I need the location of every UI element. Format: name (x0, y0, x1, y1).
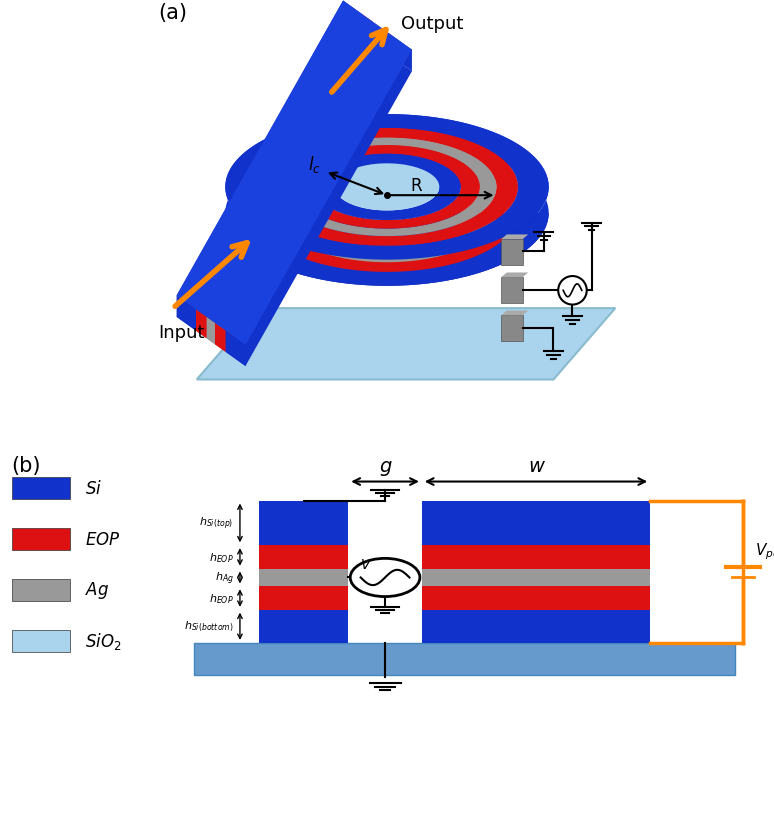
Polygon shape (256, 129, 518, 247)
Polygon shape (225, 57, 412, 367)
Polygon shape (501, 311, 528, 316)
Polygon shape (362, 16, 373, 44)
Polygon shape (215, 50, 392, 352)
Polygon shape (278, 138, 496, 263)
Polygon shape (501, 278, 522, 304)
Polygon shape (176, 2, 412, 346)
Polygon shape (278, 138, 496, 237)
Bar (259, 586, 348, 610)
Circle shape (558, 277, 587, 305)
Polygon shape (225, 115, 549, 260)
Bar (422, 586, 650, 610)
Polygon shape (373, 23, 382, 50)
Polygon shape (294, 146, 480, 229)
Bar (12, 528, 70, 550)
Polygon shape (225, 214, 549, 287)
Polygon shape (196, 37, 373, 339)
Text: $V_{poling}$: $V_{poling}$ (755, 541, 774, 562)
Bar (259, 569, 348, 586)
Polygon shape (313, 214, 461, 247)
Bar (422, 545, 650, 569)
Polygon shape (343, 2, 362, 37)
Bar (422, 501, 650, 545)
Text: Output: Output (401, 15, 464, 33)
Bar (12, 477, 70, 500)
Polygon shape (176, 2, 412, 346)
Polygon shape (501, 273, 528, 278)
Polygon shape (294, 214, 480, 256)
Text: $Si$: $Si$ (85, 479, 102, 497)
Polygon shape (225, 115, 549, 287)
Bar (12, 630, 70, 652)
Polygon shape (197, 309, 615, 380)
Text: $l_c$: $l_c$ (307, 154, 320, 174)
Bar (12, 579, 70, 601)
Polygon shape (256, 129, 518, 273)
Polygon shape (294, 146, 480, 256)
Polygon shape (215, 324, 225, 352)
Polygon shape (382, 29, 392, 57)
Polygon shape (501, 235, 528, 240)
Polygon shape (196, 310, 207, 339)
Polygon shape (392, 36, 412, 72)
Text: Input: Input (159, 324, 205, 342)
Text: (b): (b) (12, 455, 41, 475)
Text: V: V (361, 557, 370, 571)
Polygon shape (207, 317, 215, 345)
Text: $h_{EOP}$: $h_{EOP}$ (209, 591, 234, 605)
Text: $h_{EOP}$: $h_{EOP}$ (209, 550, 234, 564)
Polygon shape (313, 155, 461, 221)
Bar (259, 610, 348, 643)
Polygon shape (334, 214, 440, 238)
Text: g: g (379, 456, 391, 475)
Bar (259, 501, 348, 545)
Bar (422, 610, 650, 643)
Polygon shape (334, 164, 440, 211)
Text: $h_{Si(top)}$: $h_{Si(top)}$ (200, 515, 234, 532)
Text: w: w (528, 456, 544, 475)
Text: (a): (a) (159, 3, 188, 23)
Text: $SiO_2$: $SiO_2$ (85, 631, 122, 651)
Bar (259, 545, 348, 569)
Text: R: R (411, 177, 423, 195)
Polygon shape (207, 44, 382, 345)
Polygon shape (313, 155, 461, 247)
Polygon shape (256, 214, 518, 273)
Polygon shape (225, 331, 245, 367)
Circle shape (350, 559, 420, 597)
Text: $Ag$: $Ag$ (85, 580, 109, 600)
Polygon shape (501, 240, 522, 266)
Polygon shape (501, 316, 522, 342)
Bar (422, 569, 650, 586)
Polygon shape (278, 214, 496, 263)
Polygon shape (176, 296, 196, 331)
Text: $h_{Si(bottom)}$: $h_{Si(bottom)}$ (184, 619, 234, 634)
Text: $EOP$: $EOP$ (85, 530, 121, 548)
Bar (194, 643, 735, 675)
Polygon shape (176, 23, 362, 331)
Text: $h_{Ag}$: $h_{Ag}$ (214, 569, 234, 586)
